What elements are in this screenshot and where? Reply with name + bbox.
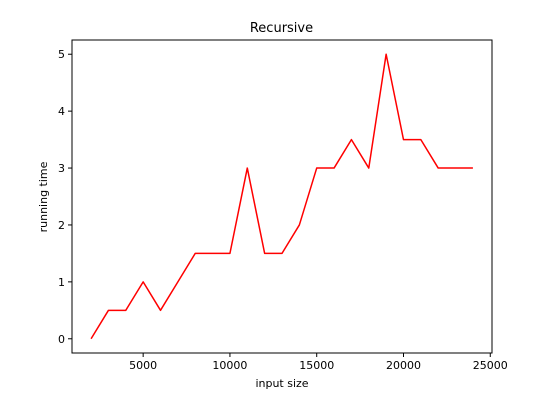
y-tick-label: 3 — [58, 162, 65, 175]
y-tick-label: 1 — [58, 276, 65, 289]
y-tick-label: 5 — [58, 48, 65, 61]
plot-area-frame — [71, 39, 493, 354]
x-axis-label: input size — [255, 377, 308, 390]
y-tick-label: 0 — [58, 333, 65, 346]
x-tick-label: 10000 — [212, 359, 247, 372]
y-tick-label: 4 — [58, 105, 65, 118]
y-tick-label: 2 — [58, 219, 65, 232]
x-tick-label: 5000 — [129, 359, 157, 372]
x-tick-label: 15000 — [299, 359, 334, 372]
chart-title: Recursive — [250, 21, 313, 36]
series-line — [90, 53, 473, 340]
y-axis-label: running time — [37, 161, 50, 232]
x-tick-label: 25000 — [473, 359, 508, 372]
x-tick-label: 20000 — [386, 359, 421, 372]
x-axis-ticks: 5000 10000 15000 20000 25000 — [129, 353, 508, 372]
y-axis-ticks: 0 1 2 3 4 5 — [58, 48, 72, 346]
